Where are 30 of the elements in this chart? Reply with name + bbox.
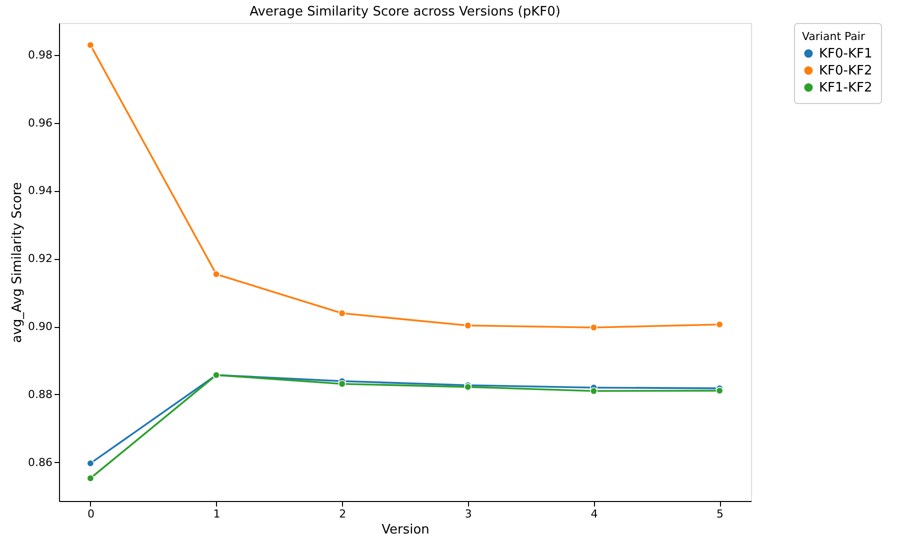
chart-title: Average Similarity Score across Versions (pKF0): [250, 4, 560, 20]
x-tick-label: 4: [590, 508, 598, 520]
point: [86, 474, 94, 482]
legend-label: KF0-KF1: [819, 46, 872, 62]
x-tick-label: 0: [87, 508, 94, 520]
point: [86, 460, 94, 468]
legend-label: KF1-KF2: [819, 80, 872, 96]
point: [464, 322, 472, 330]
point: [86, 41, 94, 49]
x-tick-label: 3: [464, 508, 472, 520]
y-tick-label: 0.86: [28, 456, 52, 469]
y-tick-label: 0.96: [28, 116, 52, 130]
x-tick-label: 1: [213, 508, 220, 520]
legend-title: Variant Pair: [802, 30, 866, 43]
x-tick-label: 2: [339, 508, 346, 520]
point: [212, 270, 220, 278]
point: [338, 310, 346, 318]
y-tick-label: 0.98: [28, 48, 52, 62]
y-tick-label: 0.94: [28, 184, 52, 198]
point: [590, 324, 598, 332]
point: [590, 387, 598, 395]
x-axis-title: Version: [382, 522, 430, 538]
y-tick-label: 0.88: [28, 388, 52, 401]
y-tick-label: 0.92: [28, 252, 52, 266]
y-tick-label: 0.90: [28, 320, 52, 334]
legend-label: KF0-KF2: [819, 64, 872, 78]
point: [716, 320, 724, 328]
point: [338, 380, 346, 388]
y-axis-title: avg_Avg Similarity Score: [10, 182, 26, 343]
x-tick-label: 5: [716, 508, 724, 520]
